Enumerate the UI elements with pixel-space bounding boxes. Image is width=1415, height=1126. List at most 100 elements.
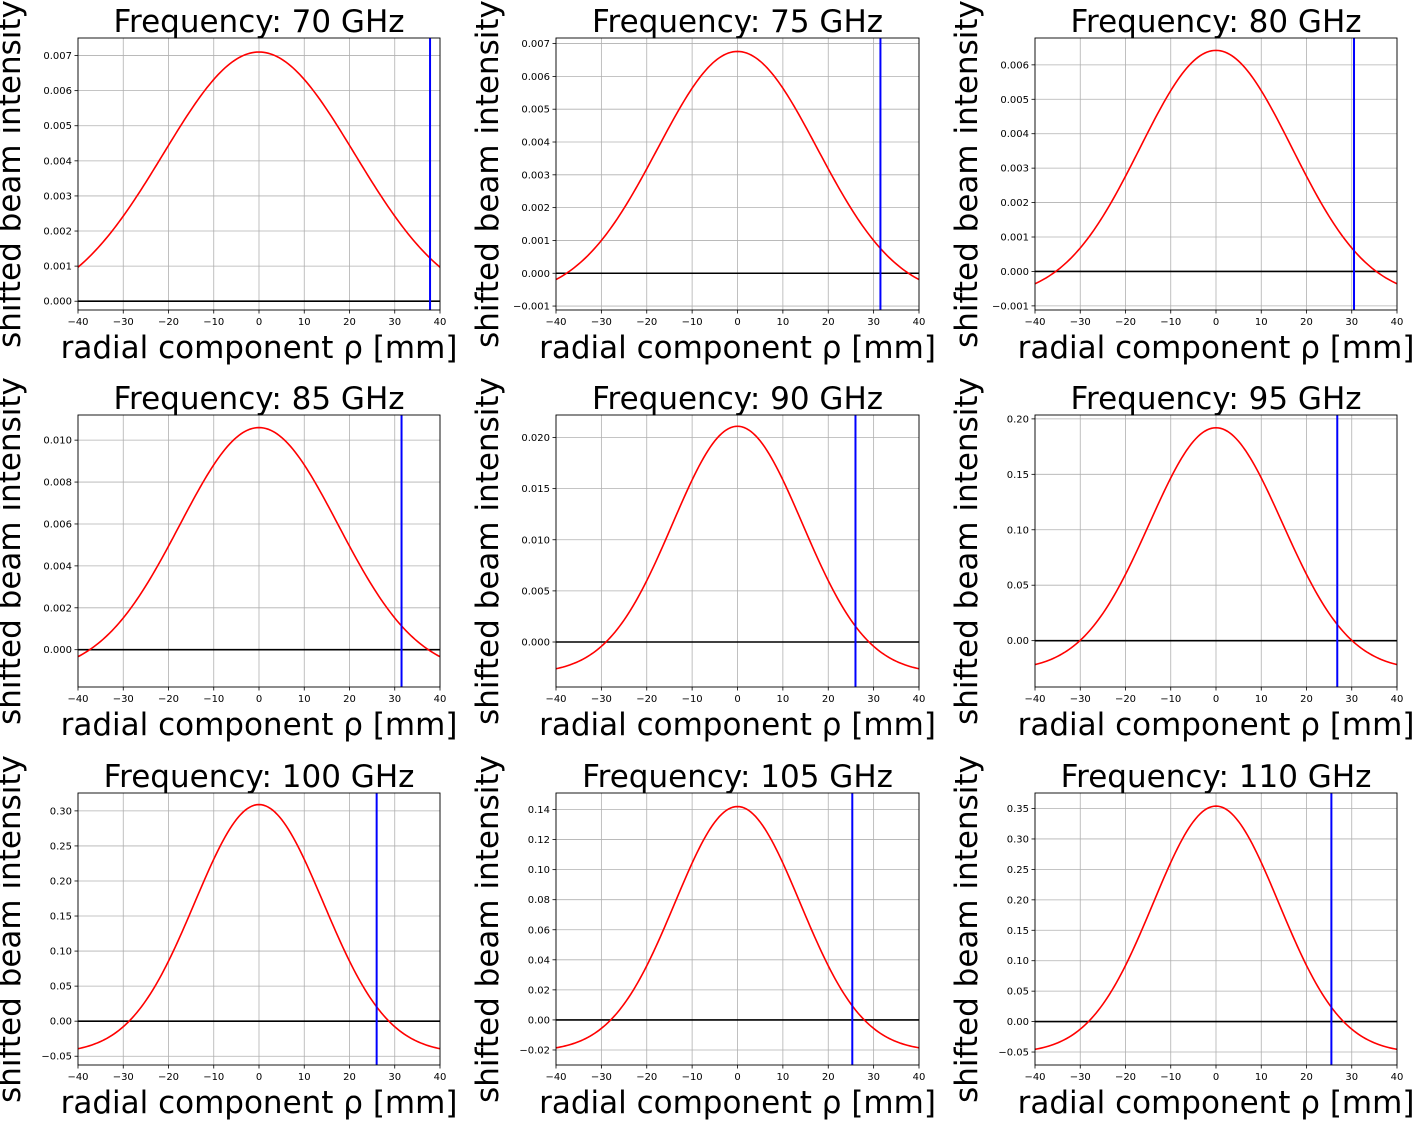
- chart-title: Frequency: 100 GHz: [104, 759, 415, 795]
- y-axis-label: shifted beam intensity: [0, 377, 28, 725]
- x-axis-label: radial component ρ [mm]: [1018, 707, 1415, 743]
- x-tick-label: −40: [545, 1072, 566, 1083]
- x-tick-label: −40: [545, 317, 566, 328]
- y-axis-label: shifted beam intensity: [0, 0, 28, 348]
- x-tick-label: −10: [1160, 1072, 1181, 1083]
- x-tick-label: 0: [256, 694, 262, 705]
- x-tick-label: −30: [591, 694, 612, 705]
- x-tick-label: 10: [777, 1072, 790, 1083]
- x-tick-label: 40: [434, 694, 447, 705]
- x-tick-label: 30: [867, 317, 880, 328]
- x-tick-label: −20: [1115, 694, 1136, 705]
- y-tick-label: 0.06: [528, 925, 550, 936]
- x-tick-label: 40: [434, 1072, 447, 1083]
- y-tick-label: 0.12: [528, 835, 550, 846]
- x-tick-label: −10: [203, 694, 224, 705]
- y-tick-label: 0.010: [43, 436, 72, 447]
- y-tick-label: 0.015: [521, 484, 550, 495]
- y-tick-label: 0.008: [43, 478, 72, 489]
- beam-curve: [78, 426, 440, 658]
- x-tick-label: 0: [1213, 694, 1219, 705]
- x-axis-label: radial component ρ [mm]: [61, 707, 458, 743]
- x-tick-label: 40: [913, 1072, 926, 1083]
- x-tick-label: 10: [298, 694, 311, 705]
- chart-title: Frequency: 110 GHz: [1061, 759, 1372, 795]
- x-tick-label: −40: [67, 694, 88, 705]
- y-axis-label: shifted beam intensity: [470, 755, 506, 1103]
- x-tick-label: 40: [1391, 694, 1404, 705]
- y-tick-label: 0.000: [1000, 267, 1029, 278]
- y-tick-label: 0.00: [1007, 1017, 1029, 1028]
- y-tick-label: 0.15: [50, 912, 72, 923]
- x-tick-label: −20: [1115, 317, 1136, 328]
- chart-title: Frequency: 95 GHz: [1070, 381, 1361, 417]
- x-tick-label: 20: [343, 694, 356, 705]
- y-axis-label: shifted beam intensity: [949, 755, 985, 1103]
- chart-title: Frequency: 105 GHz: [582, 759, 893, 795]
- y-tick-label: 0.10: [528, 865, 550, 876]
- y-tick-label: 0.005: [1000, 95, 1029, 106]
- x-tick-label: −30: [113, 694, 134, 705]
- beam-curve: [556, 805, 919, 1049]
- y-tick-label: 0.003: [521, 170, 550, 181]
- x-tick-label: 0: [1213, 317, 1219, 328]
- x-tick-label: 30: [388, 694, 401, 705]
- beam-curve: [78, 51, 440, 268]
- x-tick-label: −30: [113, 1072, 134, 1083]
- x-tick-label: −10: [1160, 694, 1181, 705]
- y-axis-label: shifted beam intensity: [949, 377, 985, 725]
- x-tick-label: 40: [1391, 1072, 1404, 1083]
- y-tick-label: 0.04: [528, 955, 550, 966]
- x-tick-label: 30: [1345, 317, 1358, 328]
- y-tick-label: 0.30: [50, 806, 72, 817]
- x-tick-label: 10: [1255, 1072, 1268, 1083]
- x-tick-label: 20: [1300, 317, 1313, 328]
- y-tick-label: 0.02: [528, 985, 550, 996]
- y-tick-label: 0.006: [521, 72, 550, 83]
- y-tick-label: 0.25: [1007, 865, 1029, 876]
- y-tick-label: 0.010: [521, 535, 550, 546]
- y-tick-label: 0.20: [50, 876, 72, 887]
- y-tick-label: 0.005: [521, 105, 550, 116]
- x-axis-label: radial component ρ [mm]: [539, 330, 936, 366]
- x-tick-label: −40: [67, 317, 88, 328]
- y-tick-label: 0.006: [43, 519, 72, 530]
- x-tick-label: −30: [1070, 317, 1091, 328]
- x-tick-label: −30: [591, 317, 612, 328]
- x-tick-label: −20: [158, 317, 179, 328]
- y-tick-label: 0.000: [521, 269, 550, 280]
- y-tick-label: −0.05: [41, 1052, 72, 1063]
- y-tick-label: 0.00: [50, 1017, 72, 1028]
- subplot-1: −40 −30 −20 −10 0 10 20 30 40 0.000 0.001 0.002 0.00…: [0, 0, 457, 366]
- x-tick-label: 0: [256, 317, 262, 328]
- x-tick-label: 30: [388, 317, 401, 328]
- x-tick-label: −10: [203, 317, 224, 328]
- y-tick-label: 0.10: [1007, 525, 1029, 536]
- x-tick-label: −40: [67, 1072, 88, 1083]
- y-tick-label: 0.005: [43, 121, 72, 132]
- y-tick-label: 0.000: [43, 297, 72, 308]
- x-tick-label: 0: [734, 317, 740, 328]
- y-tick-label: 0.35: [1007, 804, 1029, 815]
- x-tick-label: −20: [636, 1072, 657, 1083]
- x-tick-label: −10: [682, 1072, 703, 1083]
- chart-title: Frequency: 70 GHz: [113, 4, 404, 40]
- x-tick-label: −20: [1115, 1072, 1136, 1083]
- x-tick-label: −40: [1024, 694, 1045, 705]
- y-tick-label: 0.006: [43, 86, 72, 97]
- x-tick-label: 20: [822, 694, 835, 705]
- y-tick-label: 0.30: [1007, 834, 1029, 845]
- y-tick-label: 0.20: [1007, 414, 1029, 425]
- x-tick-label: −10: [682, 694, 703, 705]
- x-tick-label: −20: [636, 317, 657, 328]
- x-tick-label: −20: [158, 694, 179, 705]
- x-tick-label: −40: [1024, 1072, 1045, 1083]
- x-tick-label: 40: [434, 317, 447, 328]
- y-tick-label: 0.020: [521, 433, 550, 444]
- x-tick-label: −10: [682, 317, 703, 328]
- x-tick-label: 0: [256, 1072, 262, 1083]
- y-tick-label: 0.004: [521, 138, 550, 149]
- y-axis-label: shifted beam intensity: [470, 0, 506, 348]
- y-axis-label: shifted beam intensity: [470, 377, 506, 725]
